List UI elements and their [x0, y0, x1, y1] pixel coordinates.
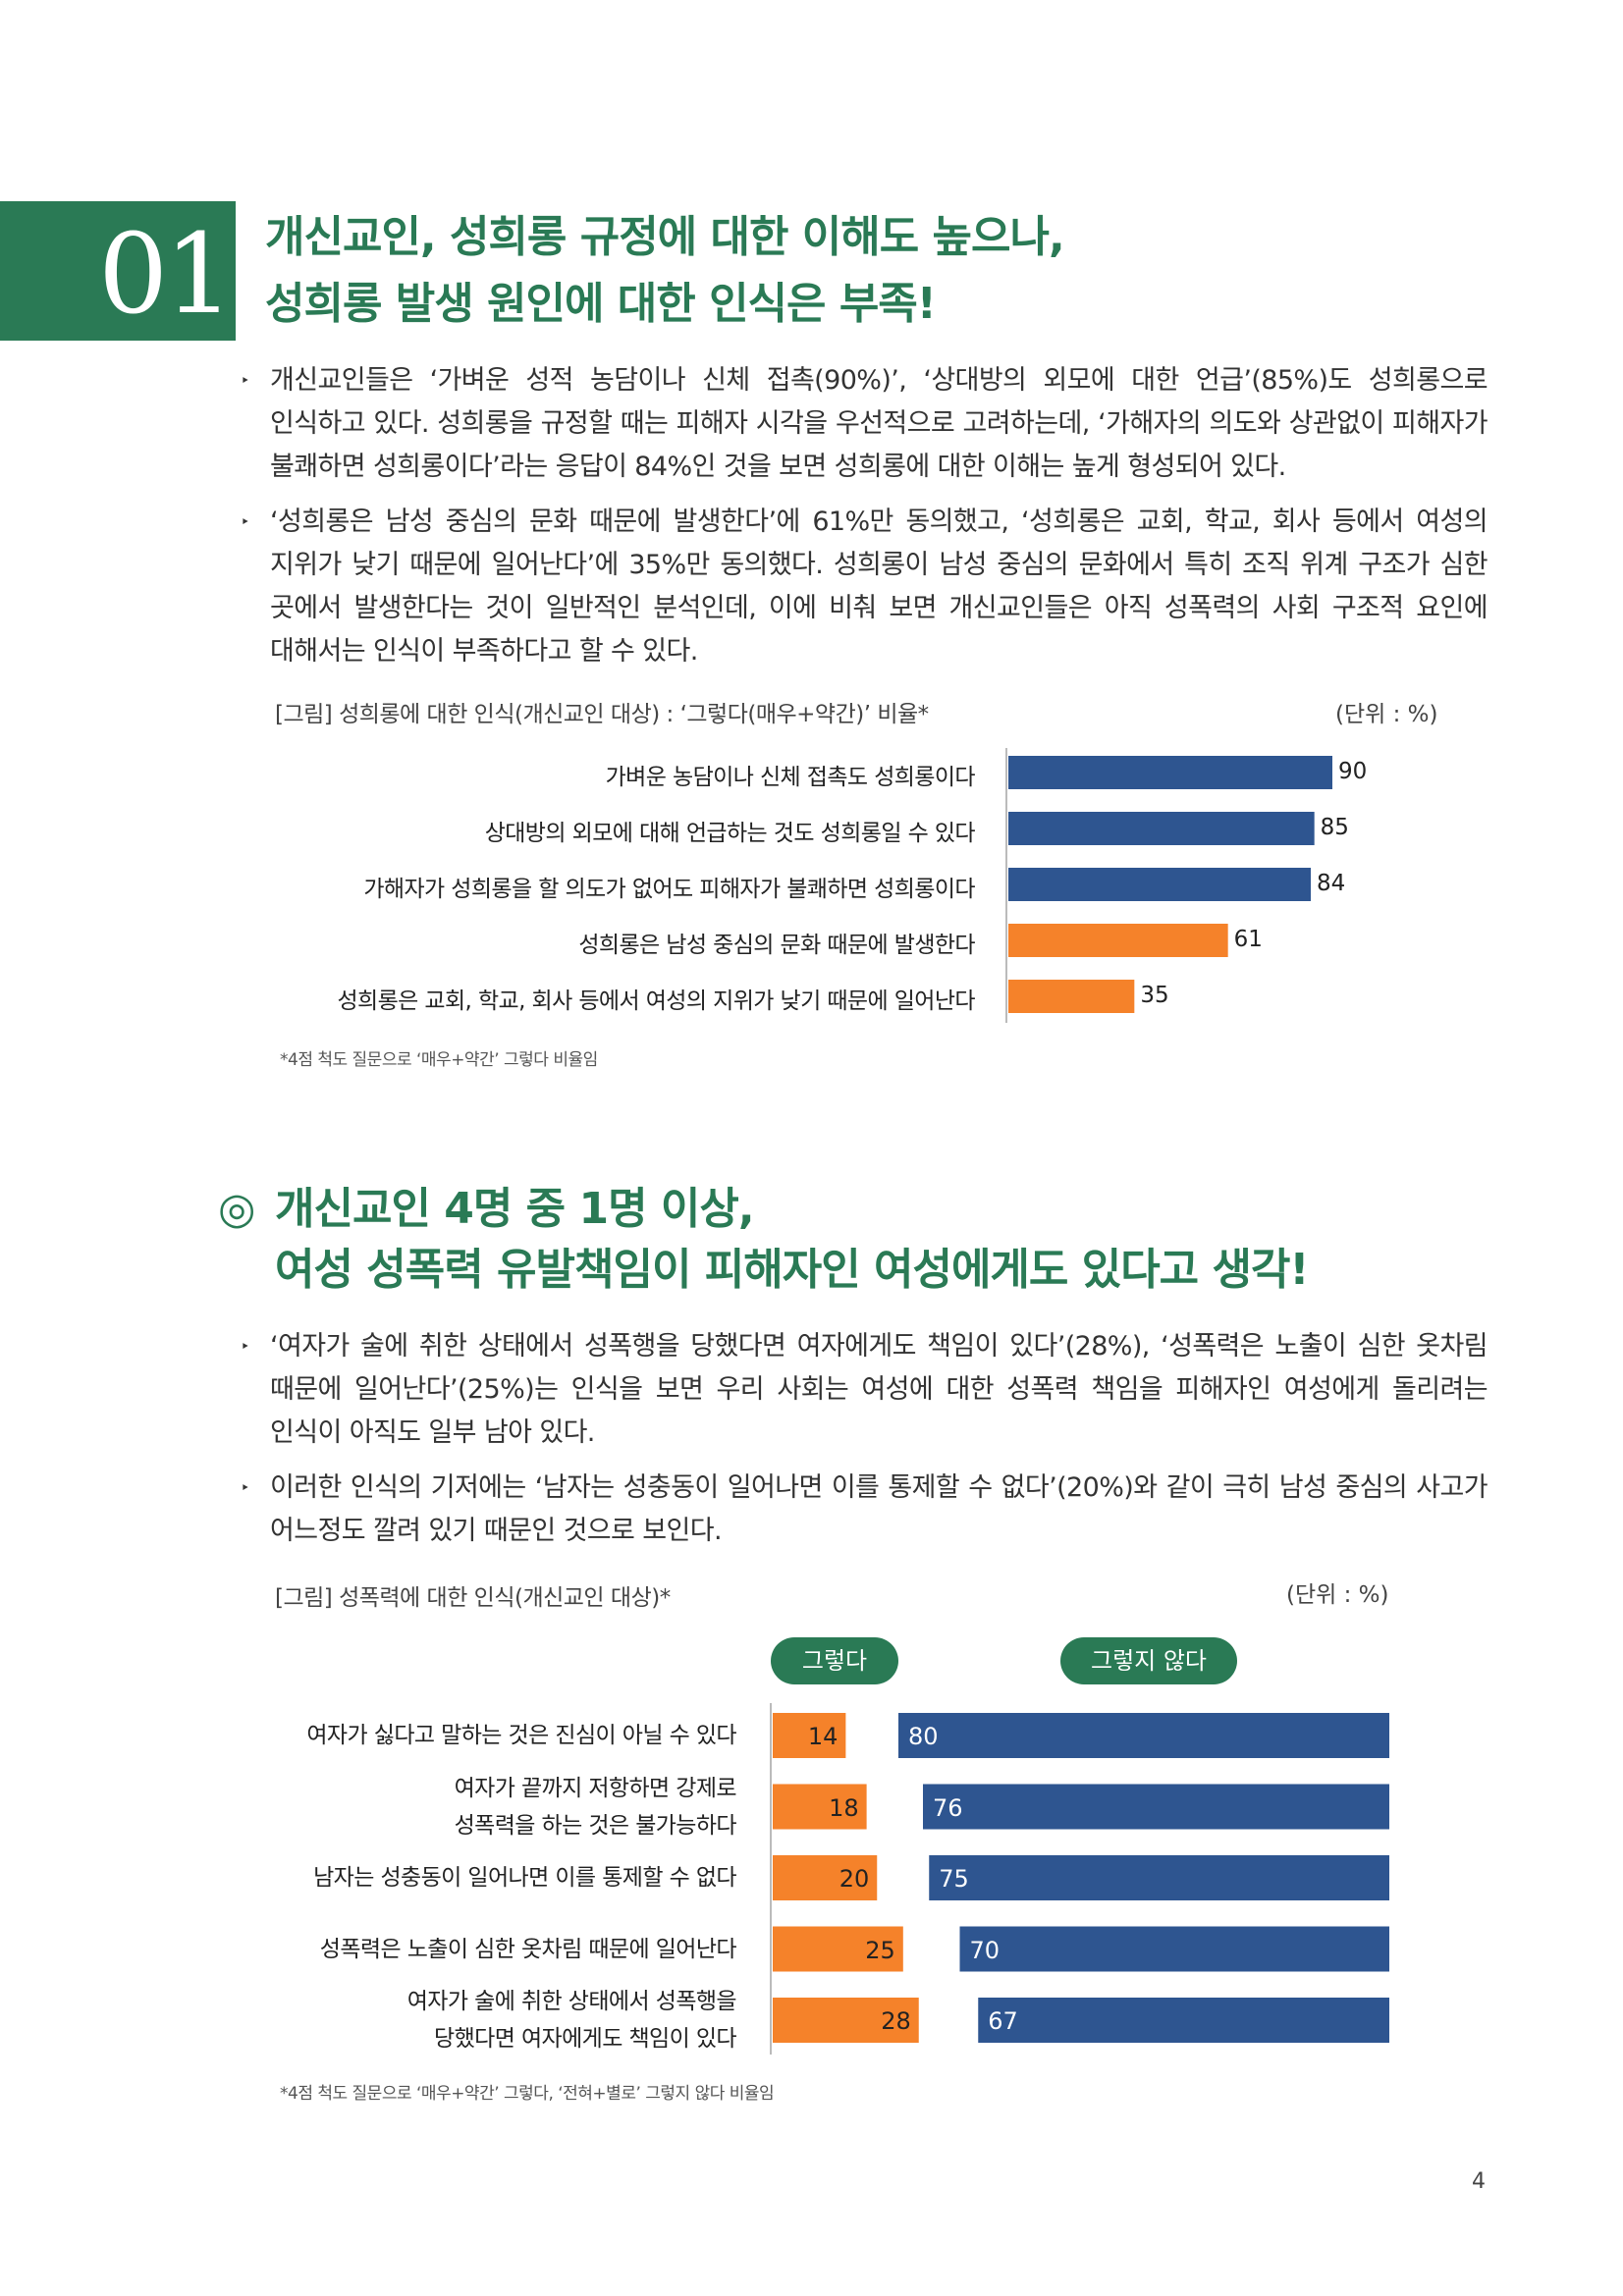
chart1-category-label: 성희롱은 남성 중심의 문화 때문에 발생한다 — [578, 933, 975, 958]
chart2-value-agree: 20 — [839, 1865, 870, 1893]
section2-title-line2: 여성 성폭력 유발책임이 피해자인 여성에게도 있다고 생각! — [275, 1245, 1309, 1295]
figure2-caption: [그림] 성폭력에 대한 인식(개신교인 대상)* — [275, 1585, 671, 1611]
bullet-marker-icon: ‣ — [241, 1337, 249, 1356]
bullet-marker-icon: ‣ — [241, 371, 249, 390]
chart1-bar — [1008, 868, 1311, 901]
page-number: 4 — [1472, 2169, 1486, 2194]
chart2-value-agree: 18 — [829, 1793, 859, 1822]
bullet-marker-icon: ‣ — [241, 1478, 249, 1497]
section2-bullets: ‣ ‘여자가 술에 취한 상태에서 성폭행을 당했다면 여자에게도 책임이 있다… — [241, 1325, 1488, 1553]
figure2-unit: (단위 : %) — [1286, 1582, 1389, 1608]
section1-bullets: ‣ 개신교인들은 ‘가벼운 성적 농담이나 신체 접촉(90%)’, ‘상대방의… — [241, 359, 1488, 673]
section1-title-line2: 성희롱 발생 원인에 대한 인식은 부족! — [265, 279, 937, 329]
chart2-value-agree: 14 — [807, 1723, 839, 1750]
chart1-value-label: 90 — [1338, 759, 1368, 784]
legend-agree-pill: 그렇다 — [771, 1637, 898, 1684]
chart2-bar-disagree — [929, 1855, 1389, 1900]
chart2-category-label: 성폭력은 노출이 심한 옷차림 때문에 일어난다 — [319, 1931, 737, 1968]
chart1-bar — [1008, 756, 1332, 789]
bullet-text: ‘여자가 술에 취한 상태에서 성폭행을 당했다면 여자에게도 책임이 있다’(… — [270, 1331, 1488, 1448]
figure1-unit: (단위 : %) — [1335, 702, 1438, 727]
bullet-text: 이러한 인식의 기저에는 ‘남자는 성충동이 일어나면 이를 통제할 수 없다’… — [270, 1472, 1488, 1546]
chart2-value-disagree: 76 — [933, 1793, 963, 1822]
chart2-category-label-line: 성폭력은 노출이 심한 옷차림 때문에 일어난다 — [319, 1936, 737, 1962]
section2-title-line1: 개신교인 4명 중 1명 이상, — [275, 1184, 755, 1234]
section1-title-line1: 개신교인, 성희롱 규정에 대한 이해도 높으나, — [265, 212, 1065, 262]
chart2-bar-disagree — [978, 1998, 1389, 2043]
chart2-category-label: 여자가 싫다고 말하는 것은 진심이 아닐 수 있다 — [306, 1717, 736, 1754]
figure1-caption: [그림] 성희롱에 대한 인식(개신교인 대상) : ‘그렇다(매우+약간)’ … — [275, 702, 929, 727]
chart2-value-disagree: 70 — [969, 1936, 1001, 1964]
section2-marker-icon: ◎ — [218, 1184, 255, 1234]
chart2-value-disagree: 67 — [988, 2007, 1018, 2035]
chart1-bar — [1008, 980, 1135, 1013]
chart2-value-agree: 28 — [881, 2007, 911, 2035]
bullet-paragraph: ‣ 개신교인들은 ‘가벼운 성적 농담이나 신체 접촉(90%)’, ‘상대방의… — [241, 359, 1488, 489]
figure1-footnote: *4점 척도 질문으로 ‘매우+약간’ 그렇다 비율임 — [280, 1050, 598, 1070]
legend-disagree-pill: 그렇지 않다 — [1060, 1637, 1237, 1684]
chart1-bar — [1008, 924, 1228, 957]
chart2-value-disagree: 75 — [939, 1865, 969, 1893]
figure2-footnote: *4점 척도 질문으로 ‘매우+약간’ 그렇다, ‘전혀+별로’ 그렇지 않다 … — [280, 2084, 775, 2104]
chart2-category-label-line: 남자는 성충동이 일어나면 이를 통제할 수 없다 — [313, 1865, 737, 1891]
chart2-category-label-line: 여자가 끝까지 저항하면 강제로 — [454, 1775, 737, 1801]
chart2-bar-disagree — [959, 1926, 1389, 1972]
chart1-category-label: 가벼운 농담이나 신체 접촉도 성희롱이다 — [605, 765, 976, 790]
chart2-bar-disagree — [923, 1784, 1389, 1830]
chart1-value-label: 35 — [1140, 983, 1169, 1008]
chart2-category-label-line: 여자가 싫다고 말하는 것은 진심이 아닐 수 있다 — [306, 1723, 736, 1748]
bullet-paragraph: ‣ 이러한 인식의 기저에는 ‘남자는 성충동이 일어나면 이를 통제할 수 없… — [241, 1467, 1488, 1553]
chart1-category-label: 가해자가 성희롱을 할 의도가 없어도 피해자가 불쾌하면 성희롱이다 — [363, 877, 975, 902]
chart2-value-disagree: 80 — [908, 1723, 939, 1750]
chart2-category-label-line: 여자가 술에 취한 상태에서 성폭행을 — [406, 1989, 737, 2014]
bullet-marker-icon: ‣ — [241, 512, 249, 531]
bullet-text: ‘성희롱은 남성 중심의 문화 때문에 발생한다’에 61%만 동의했고, ‘성… — [270, 507, 1488, 667]
chart2-category-label-line: 당했다면 여자에게도 책임이 있다 — [434, 2026, 737, 2052]
chart1-bar — [1008, 812, 1315, 845]
chart2-category-label-line: 성폭력을 하는 것은 불가능하다 — [454, 1812, 737, 1839]
chart2-category-label: 남자는 성충동이 일어나면 이를 통제할 수 없다 — [313, 1859, 737, 1896]
chart1-category-label: 상대방의 외모에 대해 언급하는 것도 성희롱일 수 있다 — [484, 821, 976, 846]
chart2-bar-disagree — [898, 1713, 1389, 1758]
bullet-paragraph: ‣ ‘여자가 술에 취한 상태에서 성폭행을 당했다면 여자에게도 책임이 있다… — [241, 1325, 1488, 1455]
section-number-badge — [0, 201, 236, 341]
chart1-category-label: 성희롱은 교회, 학교, 회사 등에서 여성의 지위가 낮기 때문에 일어난다 — [337, 988, 975, 1014]
chart1-value-label: 85 — [1320, 815, 1349, 840]
chart1-value-label: 61 — [1233, 927, 1263, 952]
chart2-value-agree: 25 — [865, 1936, 895, 1964]
section-number: 01 — [98, 211, 235, 339]
bullet-text: 개신교인들은 ‘가벼운 성적 농담이나 신체 접촉(90%)’, ‘상대방의 외… — [270, 365, 1488, 482]
chart1-value-label: 84 — [1317, 871, 1346, 896]
bullet-paragraph: ‣ ‘성희롱은 남성 중심의 문화 때문에 발생한다’에 61%만 동의했고, … — [241, 501, 1488, 673]
